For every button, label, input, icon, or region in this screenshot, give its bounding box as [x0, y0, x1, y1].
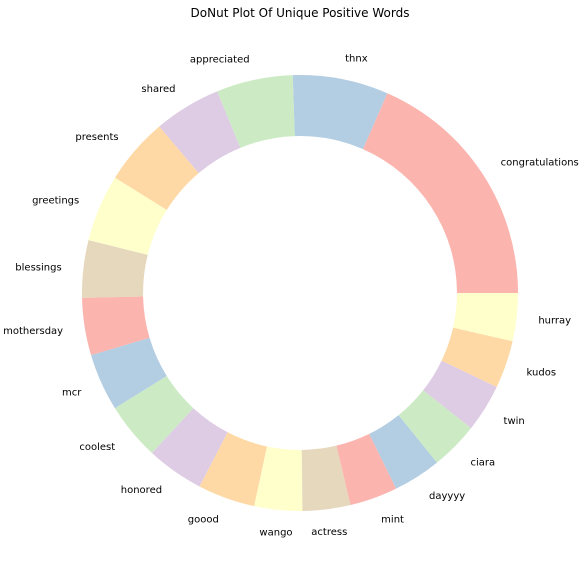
slice-label-dayyyy: dayyyy [429, 491, 465, 502]
donut-slice-shared [159, 91, 241, 174]
donut-slice-twin [423, 360, 497, 429]
slice-label-appreciated: appreciated [190, 55, 250, 66]
slice-label-shared: shared [141, 84, 175, 95]
donut-slice-appreciated [217, 75, 295, 148]
slice-label-greetings: greetings [32, 195, 79, 206]
donut-slice-goood [199, 432, 268, 507]
slice-label-thnx: thnx [345, 53, 368, 64]
donut-slice-mint [336, 433, 397, 506]
donut-slice-dayyyy [369, 415, 438, 489]
donut-slice-hurray [453, 293, 518, 342]
chart-title: DoNut Plot Of Unique Positive Words [191, 6, 410, 20]
slice-label-mcr: mcr [62, 388, 82, 399]
slice-label-twin: twin [504, 416, 525, 427]
slice-label-kudos: kudos [527, 368, 557, 379]
donut-slices [82, 75, 518, 512]
slice-label-goood: goood [188, 515, 219, 526]
donut-slice-ciara [398, 390, 472, 463]
slice-label-coolest: coolest [79, 442, 115, 453]
slice-label-hurray: hurray [538, 316, 571, 327]
donut-slice-kudos [441, 327, 513, 387]
donut-slice-mothersday [82, 296, 150, 356]
slice-label-actress: actress [311, 527, 347, 538]
slice-label-wango: wango [259, 528, 292, 539]
donut-slice-mcr [91, 337, 167, 409]
donut-labels: congratulations thnx appreciated shared pres… [3, 53, 579, 538]
donut-slice-honored [151, 408, 228, 487]
slice-label-honored: honored [121, 485, 162, 496]
donut-slice-thnx [292, 75, 388, 150]
donut-slice-congratulations [362, 93, 518, 294]
donut-slice-presents [114, 126, 199, 211]
donut-slice-actress [301, 445, 351, 511]
donut-slice-coolest [114, 375, 194, 454]
slice-label-presents: presents [75, 132, 118, 143]
slice-label-ciara: ciara [471, 458, 496, 469]
slice-label-blessings: blessings [15, 262, 61, 273]
donut-slice-wango [254, 446, 303, 512]
donut-slice-greetings [88, 177, 167, 255]
slice-label-mint: mint [381, 515, 404, 526]
slice-label-congratulations: congratulations [501, 158, 579, 169]
slice-label-mothersday: mothersday [3, 326, 63, 337]
donut-slice-blessings [82, 240, 148, 298]
